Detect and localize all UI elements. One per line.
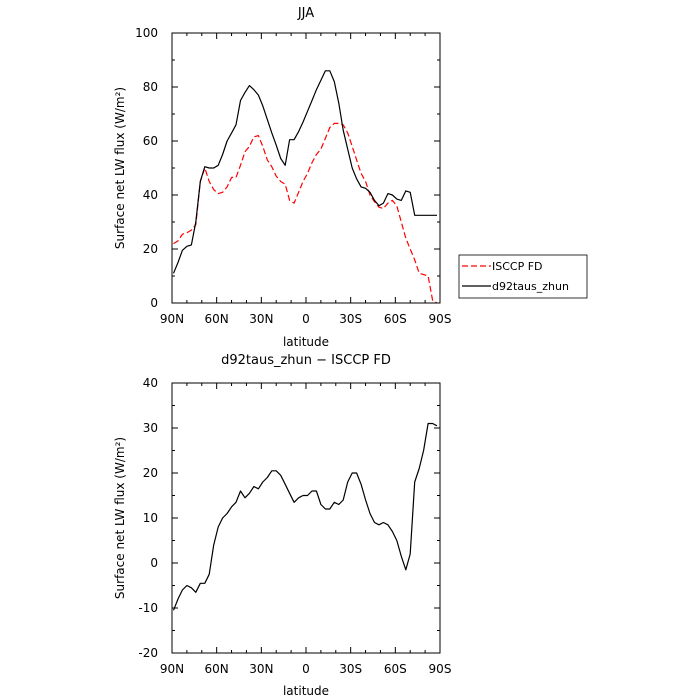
bottom-y-ticks: -20 -10 0 10 20 30 40 bbox=[138, 376, 440, 660]
legend: ISCCP FD d92taus_zhun bbox=[458, 254, 588, 299]
top-y-axis-label: Surface net LW flux (W/m²) bbox=[113, 87, 127, 249]
difference-series-line bbox=[172, 422, 438, 611]
x-tick-label: 60N bbox=[205, 312, 229, 326]
x-tick-label: 0 bbox=[302, 662, 310, 676]
top-gridless-plot-area bbox=[172, 70, 438, 304]
y-tick-label: -10 bbox=[138, 601, 158, 615]
top-chart-title: JJA bbox=[297, 6, 314, 21]
bottom-x-axis-label: latitude bbox=[283, 684, 329, 698]
y-tick-label: 20 bbox=[143, 242, 158, 256]
d92taus-zhun-series-line bbox=[172, 70, 437, 274]
y-tick-label: 30 bbox=[143, 421, 158, 435]
y-tick-label: 0 bbox=[150, 296, 158, 310]
top-y-ticks: 0 20 40 60 80 100 bbox=[135, 26, 440, 310]
top-x-ticks: 90N 60N 30N 0 30S 60S 90S bbox=[160, 33, 452, 326]
legend-label-d92taus-zhun: d92taus_zhun bbox=[492, 280, 569, 293]
x-tick-label: 30N bbox=[249, 312, 273, 326]
x-tick-label: 60S bbox=[384, 662, 407, 676]
top-x-axis-label: latitude bbox=[283, 335, 329, 349]
y-tick-label: 80 bbox=[143, 80, 158, 94]
y-tick-label: 20 bbox=[143, 466, 158, 480]
bottom-plot-frame bbox=[171, 382, 441, 654]
x-tick-label: 0 bbox=[302, 312, 310, 326]
x-tick-label: 30N bbox=[249, 662, 273, 676]
y-tick-label: 40 bbox=[143, 376, 158, 390]
top-chart: JJA 90N 60N 30N 0 30S 60S 90S 0 20 40 60 80 100 lat… bbox=[113, 6, 588, 349]
y-tick-label: 40 bbox=[143, 188, 158, 202]
legend-label-isccp-fd: ISCCP FD bbox=[492, 260, 543, 273]
bottom-plot-area bbox=[172, 422, 438, 611]
y-tick-label: 100 bbox=[135, 26, 158, 40]
x-tick-label: 30S bbox=[339, 662, 362, 676]
bottom-chart: d92taus_zhun − ISCCP FD 90N 60N 30N 0 30S 60S… bbox=[113, 353, 451, 698]
x-tick-label: 60N bbox=[205, 662, 229, 676]
y-tick-label: 10 bbox=[143, 511, 158, 525]
x-tick-label: 90N bbox=[160, 662, 184, 676]
y-tick-label: 0 bbox=[150, 556, 158, 570]
legend-box bbox=[458, 254, 588, 299]
bottom-y-axis-label: Surface net LW flux (W/m²) bbox=[113, 437, 127, 599]
x-tick-label: 90S bbox=[429, 662, 452, 676]
x-tick-label: 90S bbox=[429, 312, 452, 326]
x-tick-label: 30S bbox=[339, 312, 362, 326]
y-tick-label: -20 bbox=[138, 646, 158, 660]
isccp-fd-series-line bbox=[173, 122, 438, 304]
x-tick-label: 90N bbox=[160, 312, 184, 326]
bottom-x-ticks: 90N 60N 30N 0 30S 60S 90S bbox=[160, 383, 452, 676]
x-tick-label: 60S bbox=[384, 312, 407, 326]
bottom-chart-title: d92taus_zhun − ISCCP FD bbox=[221, 353, 391, 368]
y-tick-label: 60 bbox=[143, 134, 158, 148]
